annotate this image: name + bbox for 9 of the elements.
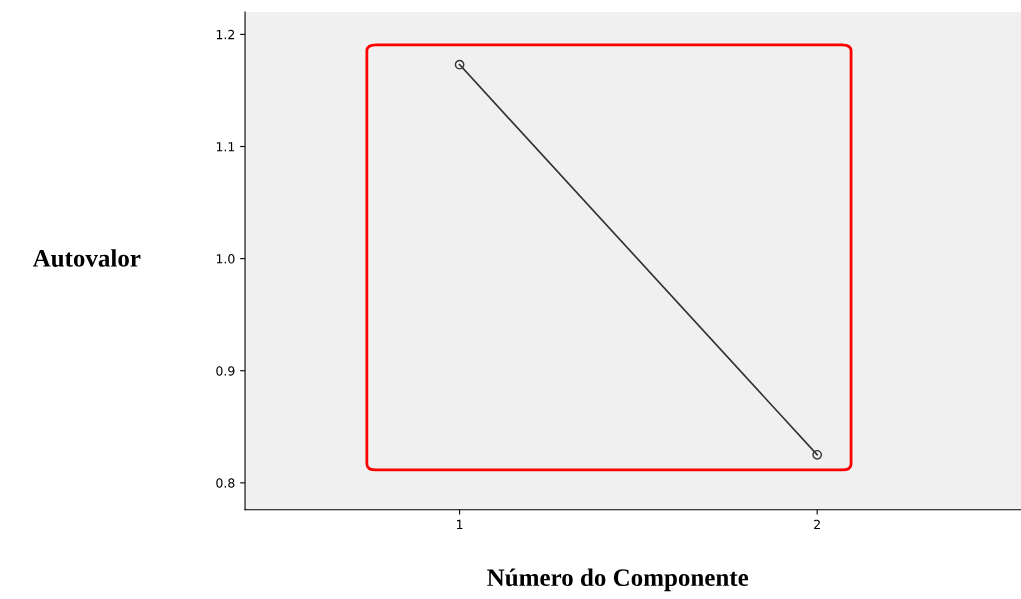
x-tick-label: 2 [814,519,820,529]
y-tick-label: 1.0 [216,254,235,264]
y-tick-label: 0.8 [216,478,235,488]
y-axis-title: Autovalor [32,249,141,267]
x-axis-title: Número do Componente [487,568,749,592]
y-tick-label: 1.1 [216,142,235,152]
y-tick-label: 1.2 [216,29,235,40]
y-tick-label: 0.9 [216,366,235,376]
x-tick-label: 1 [456,519,463,529]
